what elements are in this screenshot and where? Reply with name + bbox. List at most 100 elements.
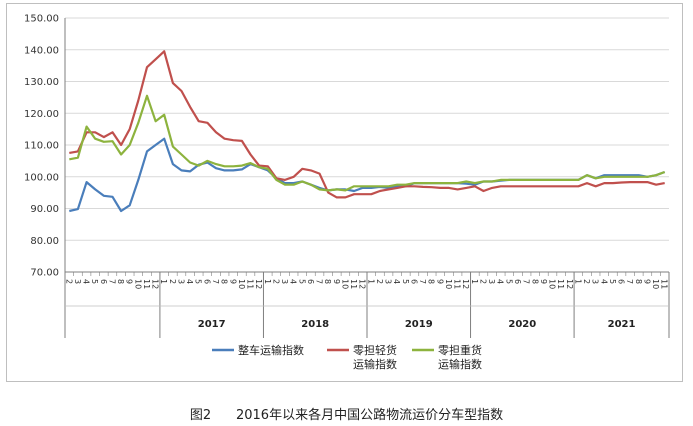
x-tick-label: 2 [478,279,487,284]
x-tick-label: 6 [513,279,522,284]
x-tick-label: 7 [211,279,220,284]
x-tick-label: 8 [427,279,436,284]
x-tick-label: 5 [194,279,203,284]
x-tick-label: 10 [340,279,349,289]
x-tick-label: 10 [444,279,453,289]
x-tick-label: 4 [496,279,505,284]
x-tick-label: 9 [642,279,651,284]
legend-label: 运输指数 [438,357,482,371]
x-tick-label: 7 [522,279,531,284]
figure-number: 图2 [189,408,212,423]
x-tick-label: 3 [280,279,289,284]
x-tick-label: 3 [176,279,185,284]
x-tick-label: 12 [461,279,470,289]
x-tick-label: 1 [159,279,168,284]
x-tick-label: 2 [271,279,280,284]
legend-label: 零担重货 [438,343,482,357]
x-tick-label: 5 [504,279,513,284]
x-tick-label: 12 [358,279,367,289]
x-tick-label: 10 [651,279,660,289]
x-tick-label: 8 [530,279,539,284]
x-tick-label: 2 [582,279,591,284]
y-tick-label: 100.00 [24,172,59,183]
x-tick-label: 5 [90,279,99,284]
x-tick-label: 2 [64,279,73,284]
x-tick-label: 3 [384,279,393,284]
year-label: 2020 [508,319,536,330]
year-label: 2018 [301,319,329,330]
x-tick-label: 9 [539,279,548,284]
x-tick-label: 9 [435,279,444,284]
x-tick-label: 8 [220,279,229,284]
x-tick-label: 1 [573,279,582,284]
y-tick-label: 130.00 [24,77,59,88]
y-tick-label: 120.00 [24,109,59,120]
x-tick-label: 7 [625,279,634,284]
y-axis: 70.00 80.00 90.00 100.00 110.00 120.00 130.00 1… [24,14,66,279]
year-label: 2017 [198,319,226,330]
y-tick-label: 140.00 [24,45,59,56]
x-axis: 2 3 4 5 6 7 8 9 10 11 12 1 2 3 4 5 6 7 8 9 10 11 12 1 2 3 4 5 6 7 8 9 10… [64,271,670,338]
x-tick-label: 4 [185,279,194,284]
x-tick-label: 4 [392,279,401,284]
x-tick-label: 6 [99,279,108,284]
x-tick-label: 10 [548,279,557,289]
x-tick-label: 6 [409,279,418,284]
x-tick-label: 10 [237,279,246,289]
x-tick-label: 4 [82,279,91,284]
x-tick-label: 6 [202,279,211,284]
x-tick-label: 3 [73,279,82,284]
series-lines [69,50,666,213]
x-tick-label: 7 [315,279,324,284]
x-tick-label: 1 [366,279,375,284]
x-tick-label: 4 [289,279,298,284]
x-tick-label: 8 [116,279,125,284]
legend-label: 运输指数 [353,357,397,371]
x-tick-label: 10 [133,279,142,289]
x-tick-label: 3 [591,279,600,284]
x-tick-label: 11 [660,279,669,289]
x-tick-label: 12 [254,279,263,289]
x-tick-label: 12 [565,279,574,289]
x-tick-label: 11 [246,279,255,289]
figure-caption: 图2 2016年以来各月中国公路物流运价分车型指数 [0,404,693,423]
y-tick-label: 80.00 [30,236,59,247]
x-tick-label: 5 [608,279,617,284]
y-tick-label: 110.00 [24,141,59,152]
legend-label: 零担轻货 [353,343,397,357]
x-tick-label: 6 [617,279,626,284]
x-tick-label: 1 [470,279,479,284]
series-line-2 [69,50,665,199]
year-label: 2021 [608,319,636,330]
x-tick-label: 2 [168,279,177,284]
figure-title: 2016年以来各月中国公路物流运价分车型指数 [235,408,504,423]
x-tick-label: 5 [297,279,306,284]
series-line-1 [69,137,666,213]
x-tick-label: 2 [375,279,384,284]
x-tick-label: 8 [323,279,332,284]
x-tick-label: 9 [228,279,237,284]
line-chart: 70.00 80.00 90.00 100.00 110.00 120.00 130.00 1… [24,14,670,371]
y-tick-label: 70.00 [30,268,59,279]
x-tick-label: 4 [599,279,608,284]
x-tick-label: 1 [263,279,272,284]
x-tick-label: 9 [332,279,341,284]
x-tick-label: 11 [453,279,462,289]
chart-frame: 70.00 80.00 90.00 100.00 110.00 120.00 130.00 1… [6,3,683,382]
x-tick-label: 11 [142,279,151,289]
x-tick-label: 11 [556,279,565,289]
x-tick-label: 9 [125,279,134,284]
x-tick-label: 5 [401,279,410,284]
x-tick-label: 6 [306,279,315,284]
x-tick-label: 11 [349,279,358,289]
x-tick-label: 8 [634,279,643,284]
x-tick-label: 3 [487,279,496,284]
x-tick-label: 7 [107,279,116,284]
legend-label: 整车运输指数 [238,343,304,357]
y-tick-label: 150.00 [24,14,59,25]
y-tick-label: 90.00 [30,204,59,215]
x-tick-label: 7 [418,279,427,284]
year-label: 2019 [405,319,433,330]
series-line-3 [69,94,666,192]
